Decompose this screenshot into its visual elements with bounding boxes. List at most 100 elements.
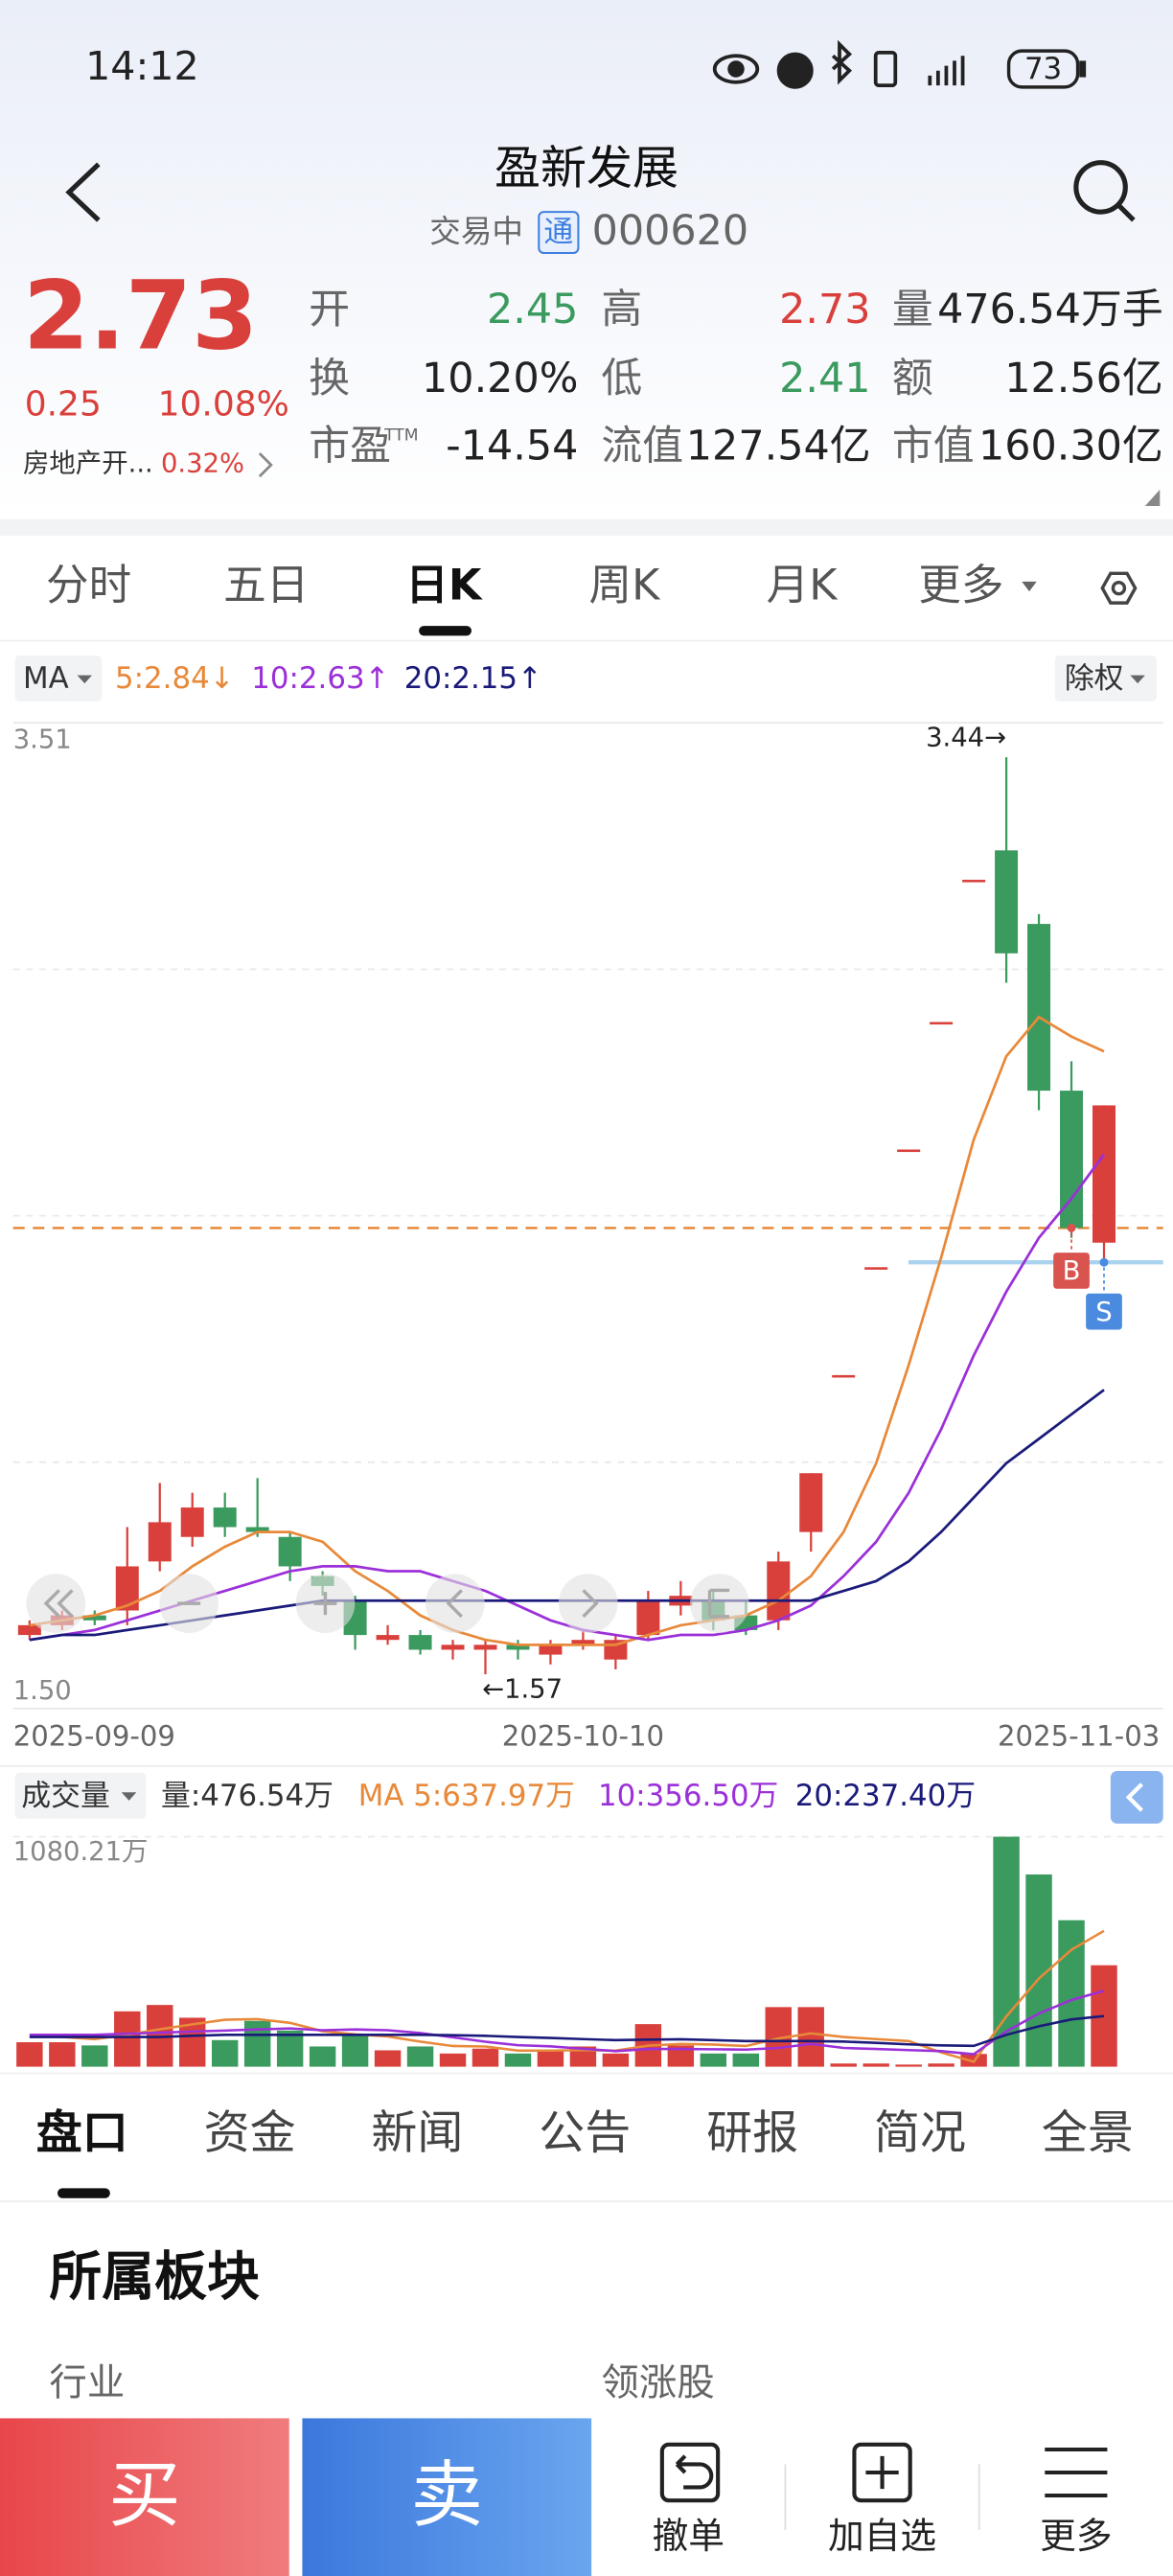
indicator-selector[interactable] — [14, 1772, 147, 1819]
info-tab[interactable]: 盘口 — [36, 2106, 128, 2160]
volume-bar — [504, 2053, 532, 2067]
volume-value: 量:476.54万 — [161, 1779, 334, 1813]
extreme-label: ←1.57 — [482, 1675, 563, 1705]
volume-bar — [700, 2053, 727, 2067]
volume-ma-line — [29, 1990, 1105, 2056]
legend-entry: 10:356.50万 — [598, 1779, 778, 1813]
volume-bar — [81, 2045, 108, 2067]
separator — [0, 518, 1173, 536]
candle-body — [506, 1644, 530, 1650]
trade-badge — [1086, 1293, 1122, 1330]
change: 0.25 — [25, 384, 102, 424]
period-tab[interactable]: 日K — [405, 561, 483, 610]
candle-body — [832, 1374, 856, 1378]
candle-body — [962, 880, 986, 883]
info-tab[interactable]: 资金 — [204, 2106, 296, 2160]
volume-bar — [439, 2053, 467, 2067]
leader-label: 领涨股 — [601, 2361, 714, 2405]
candle-body — [864, 1267, 888, 1270]
collapse-button[interactable] — [1110, 1771, 1163, 1824]
stock-name: 盈新发展 — [494, 141, 678, 195]
period-tab[interactable]: 月K — [767, 561, 840, 610]
sector[interactable]: 房地产开... — [23, 449, 153, 479]
trade-label: S — [1095, 1298, 1112, 1327]
sector-pct: 0.32% — [161, 449, 244, 479]
candle-body — [995, 850, 1019, 954]
volume-ma-line — [29, 2014, 1105, 2048]
candle-body — [82, 1615, 106, 1621]
volume-bar — [830, 2063, 857, 2067]
buy-button[interactable] — [0, 2418, 289, 2576]
stat-label: 流值 — [601, 422, 683, 470]
industry-label: 行业 — [49, 2361, 125, 2405]
settings-button[interactable] — [1100, 571, 1138, 605]
candle-body — [180, 1507, 204, 1537]
time: 14:12 — [85, 43, 199, 89]
info-tab[interactable]: 简况 — [874, 2106, 966, 2160]
volume-bar — [602, 2053, 630, 2067]
volume-bar — [928, 2063, 954, 2067]
candle-body — [115, 1566, 139, 1611]
header-background — [0, 0, 1173, 519]
buy-label: 买 — [108, 2453, 180, 2538]
info-tab[interactable]: 研报 — [706, 2106, 798, 2160]
dropdown-icon — [1130, 675, 1145, 684]
legend-entry: MA 5:637.97万 — [358, 1779, 575, 1813]
battery-level: 73 — [1024, 52, 1062, 86]
trade-label: B — [1063, 1256, 1081, 1286]
collapse-icon — [1125, 1782, 1143, 1812]
search-handle — [1116, 203, 1136, 222]
tab-underline — [58, 2188, 110, 2198]
trade-badge — [1053, 1253, 1090, 1289]
badge: 通 — [543, 215, 573, 249]
adjust-selector[interactable] — [1054, 656, 1157, 702]
stat-value: 476.54万手 — [937, 286, 1163, 334]
period-tabs: 分时 五日 日K 周K 月K 更多 — [46, 561, 1037, 610]
info-tabs: 盘口 资金 新闻 公告 研报 简况 全景 — [36, 2106, 1134, 2160]
volume-bar — [211, 2039, 239, 2067]
candlestick-chart: 3.51 1.50 2025-09-09 2025-10-10 2025-11-03 5:… — [12, 661, 1163, 1753]
period-tab[interactable]: 五日 — [223, 561, 309, 610]
candle-body — [799, 1473, 823, 1532]
stat-label-sup: TTM — [383, 426, 418, 445]
action-label[interactable]: 更多 — [1040, 2515, 1112, 2557]
ma-selector[interactable] — [14, 656, 103, 702]
candle-body — [897, 1149, 921, 1153]
stat-label: 量 — [892, 286, 933, 334]
info-tab[interactable]: 新闻 — [371, 2106, 463, 2160]
action-items: 撤单 加自选 更多 — [653, 2515, 1113, 2557]
sell-button[interactable] — [302, 2418, 592, 2576]
action-label[interactable]: 撤单 — [653, 2515, 724, 2557]
action-label[interactable]: 加自选 — [828, 2515, 936, 2557]
volume-bar — [406, 2046, 434, 2067]
back-button[interactable] — [65, 162, 101, 222]
volume-bar — [569, 2046, 597, 2067]
stat-label: 开 — [309, 286, 350, 334]
y-tick-label: 1080.21万 — [13, 1837, 149, 1867]
volume-bar — [862, 2063, 889, 2067]
candle-body — [17, 1624, 41, 1636]
stat-value: -14.54 — [446, 422, 578, 470]
info-tab[interactable]: 公告 — [539, 2106, 631, 2160]
candle-body — [1027, 924, 1051, 1092]
candle-body — [408, 1635, 432, 1650]
legend-entry: 20:237.40万 — [795, 1779, 976, 1813]
trade-status: 交易中 — [429, 213, 523, 249]
candle-body — [441, 1644, 465, 1650]
stat-label: 换 — [309, 355, 350, 402]
period-tab[interactable]: 分时 — [46, 561, 131, 610]
volume-bar — [374, 2050, 402, 2067]
period-tab[interactable]: 更多 — [918, 561, 1003, 610]
search-button[interactable] — [1073, 160, 1128, 215]
candle-body — [1092, 1105, 1116, 1243]
info-tab[interactable]: 全景 — [1042, 2106, 1134, 2160]
legend-entry: 5:2.84↓ — [115, 661, 235, 696]
stat-value: 160.30亿 — [978, 422, 1163, 470]
sector-arrow — [258, 452, 273, 478]
stat-value: 127.54亿 — [686, 422, 871, 470]
volume-bar — [114, 2011, 141, 2067]
stat-label: 额 — [892, 355, 933, 402]
period-tab[interactable]: 周K — [589, 561, 662, 610]
